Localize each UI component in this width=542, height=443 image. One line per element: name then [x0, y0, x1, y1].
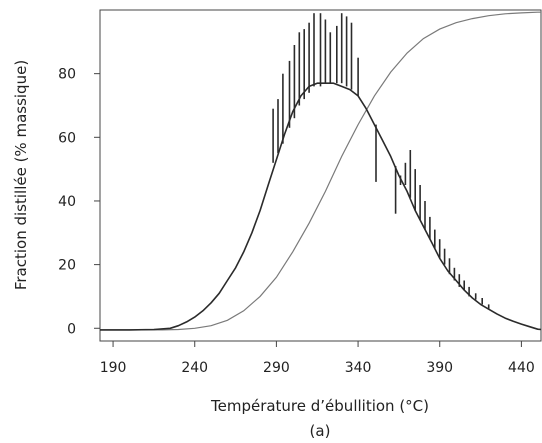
- plot-frame: [99, 9, 542, 342]
- x-tick-label: 390: [426, 360, 453, 376]
- x-tick-label: 440: [508, 360, 535, 376]
- x-tick-label: 340: [345, 360, 372, 376]
- y-tick-label: 40: [58, 194, 76, 210]
- y-tick-label: 80: [58, 67, 76, 83]
- y-axis-ticks: 0 20 40 60 80: [58, 67, 100, 337]
- y-tick-label: 20: [58, 258, 76, 274]
- x-tick-label: 290: [263, 360, 290, 376]
- series-line-distribution: [100, 82, 542, 331]
- x-axis-title: Température d’ébullition (°C): [210, 397, 429, 415]
- y-tick-label: 60: [58, 130, 76, 146]
- x-axis-ticks: 190 240 290 340 390 440: [100, 341, 535, 376]
- series-line-cumulative: [100, 11, 541, 331]
- chart-caption: (a): [310, 422, 331, 440]
- y-axis-title: Fraction distillée (% massique): [12, 60, 30, 290]
- y-tick-label: 0: [67, 321, 76, 337]
- distribution-spikes: [272, 13, 490, 310]
- x-tick-label: 190: [100, 360, 127, 376]
- x-tick-label: 240: [181, 360, 208, 376]
